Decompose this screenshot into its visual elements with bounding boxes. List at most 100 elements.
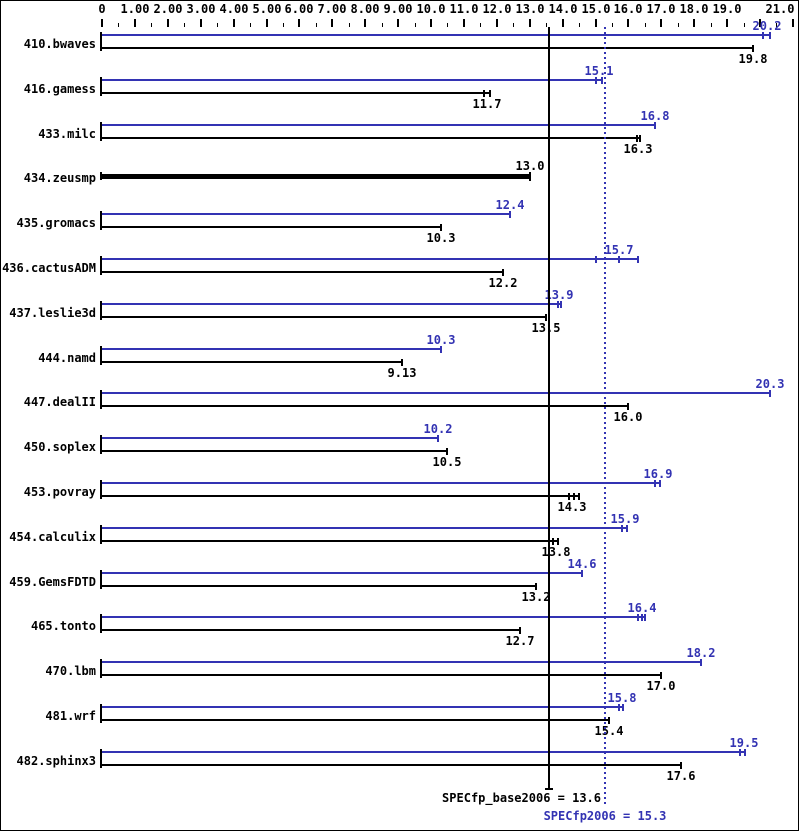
base-run-tick (489, 90, 491, 97)
bar-start-bracket (100, 659, 102, 678)
axis-minor-tick (151, 23, 152, 27)
base-run-tick (519, 627, 521, 634)
bar-start-bracket (100, 77, 102, 96)
benchmark-label: 416.gamess (23, 82, 96, 96)
axis-tick-label: 2.00 (153, 2, 183, 16)
benchmark-label: 436.cactusADM (2, 261, 96, 275)
base-bar (102, 316, 546, 318)
peak-value-label: 19.5 (729, 736, 759, 750)
axis-major-tick (364, 19, 366, 27)
peak-run-tick (654, 480, 656, 487)
peak-bar (102, 572, 582, 574)
axis-major-tick (496, 19, 498, 27)
base-value-label: 13.2 (521, 590, 551, 604)
axis-minor-tick (382, 23, 383, 27)
axis-tick-label: 18.0 (679, 2, 709, 16)
peak-value-label: 18.2 (686, 646, 716, 660)
base-bar-end-cap (529, 172, 531, 181)
axis-tick-label: 14.0 (548, 2, 578, 16)
base-bar (102, 47, 753, 49)
axis-minor-tick (118, 23, 119, 27)
axis-major-tick (331, 19, 333, 27)
base-run-tick (660, 672, 662, 679)
peak-bar (102, 661, 701, 663)
base-bar (102, 629, 520, 631)
peak-value-label: 15.7 (604, 243, 634, 257)
axis-minor-tick (579, 23, 580, 27)
bar-start-bracket (100, 614, 102, 633)
axis-major-tick (200, 19, 202, 27)
base-bar (102, 137, 640, 139)
axis-tick-label: 1.00 (120, 2, 150, 16)
peak-value-label: 10.2 (423, 422, 453, 436)
axis-major-tick (298, 19, 300, 27)
benchmark-label: 465.tonto (30, 619, 96, 633)
peak-run-tick (644, 614, 646, 621)
base-value-label: 10.5 (432, 455, 462, 469)
base-run-tick (440, 224, 442, 231)
peak-run-tick (437, 435, 439, 442)
peak-value-label: 12.4 (495, 198, 525, 212)
benchmark-label: 481.wrf (45, 709, 96, 723)
peak-bar (102, 124, 655, 126)
axis-tick-label: 7.00 (317, 2, 347, 16)
bar-start-bracket (100, 435, 102, 454)
peak-value-label: 14.6 (567, 557, 597, 571)
peak-run-tick (509, 211, 511, 218)
peak-run-tick (595, 77, 597, 84)
base-bar (102, 585, 536, 587)
peak-bar (102, 34, 770, 36)
axis-major-tick (726, 19, 728, 27)
bar-start-bracket (100, 346, 102, 365)
peak-run-tick (595, 256, 597, 263)
bar-start-bracket (100, 211, 102, 230)
axis-tick-label: 5.00 (252, 2, 282, 16)
axis-minor-tick (645, 23, 646, 27)
peak-value-label: 10.3 (426, 333, 456, 347)
base-bar (102, 719, 609, 721)
peak-bar (102, 706, 623, 708)
axis-tick-label: 21.0 (765, 2, 795, 16)
axis-tick-label: 4.00 (219, 2, 249, 16)
axis-tick-label: 3.00 (186, 2, 216, 16)
base-bar (102, 495, 579, 497)
peak-run-tick (700, 659, 702, 666)
peak-bar (102, 348, 441, 350)
bar-start-bracket (100, 122, 102, 141)
benchmark-label: 435.gromacs (16, 216, 96, 230)
axis-minor-tick (283, 23, 284, 27)
axis-minor-tick (678, 23, 679, 27)
peak-bar (102, 258, 638, 260)
peak-value-label: 15.1 (584, 64, 614, 78)
axis-major-tick (463, 19, 465, 27)
base-run-tick (483, 90, 485, 97)
axis-tick-label: 6.00 (284, 2, 314, 16)
base-run-tick (557, 538, 559, 545)
peak-bar (102, 527, 627, 529)
base-value-label: 16.0 (613, 410, 643, 424)
base-value-label: 16.3 (623, 142, 653, 156)
peak-run-tick (621, 525, 623, 532)
base-run-tick (568, 493, 570, 500)
peak-run-tick (654, 122, 656, 129)
base-run-tick (552, 538, 554, 545)
peak-bar (102, 482, 660, 484)
axis-major-tick (693, 19, 695, 27)
base-run-tick (446, 448, 448, 455)
base-run-tick (627, 403, 629, 410)
base-value-label: 14.3 (557, 500, 587, 514)
base-run-tick (752, 45, 754, 52)
base-run-tick (401, 359, 403, 366)
axis-tick-label: 0 (98, 2, 106, 16)
bar-start-bracket (100, 172, 102, 180)
axis-minor-tick (316, 23, 317, 27)
axis-minor-tick (480, 23, 481, 27)
bar-start-bracket (100, 704, 102, 723)
peak-run-tick (581, 570, 583, 577)
peak-bar (102, 751, 745, 753)
peak-run-tick (560, 301, 562, 308)
base-value-label: 12.7 (505, 634, 535, 648)
axis-major-tick (167, 19, 169, 27)
benchmark-label: 482.sphinx3 (16, 754, 96, 768)
